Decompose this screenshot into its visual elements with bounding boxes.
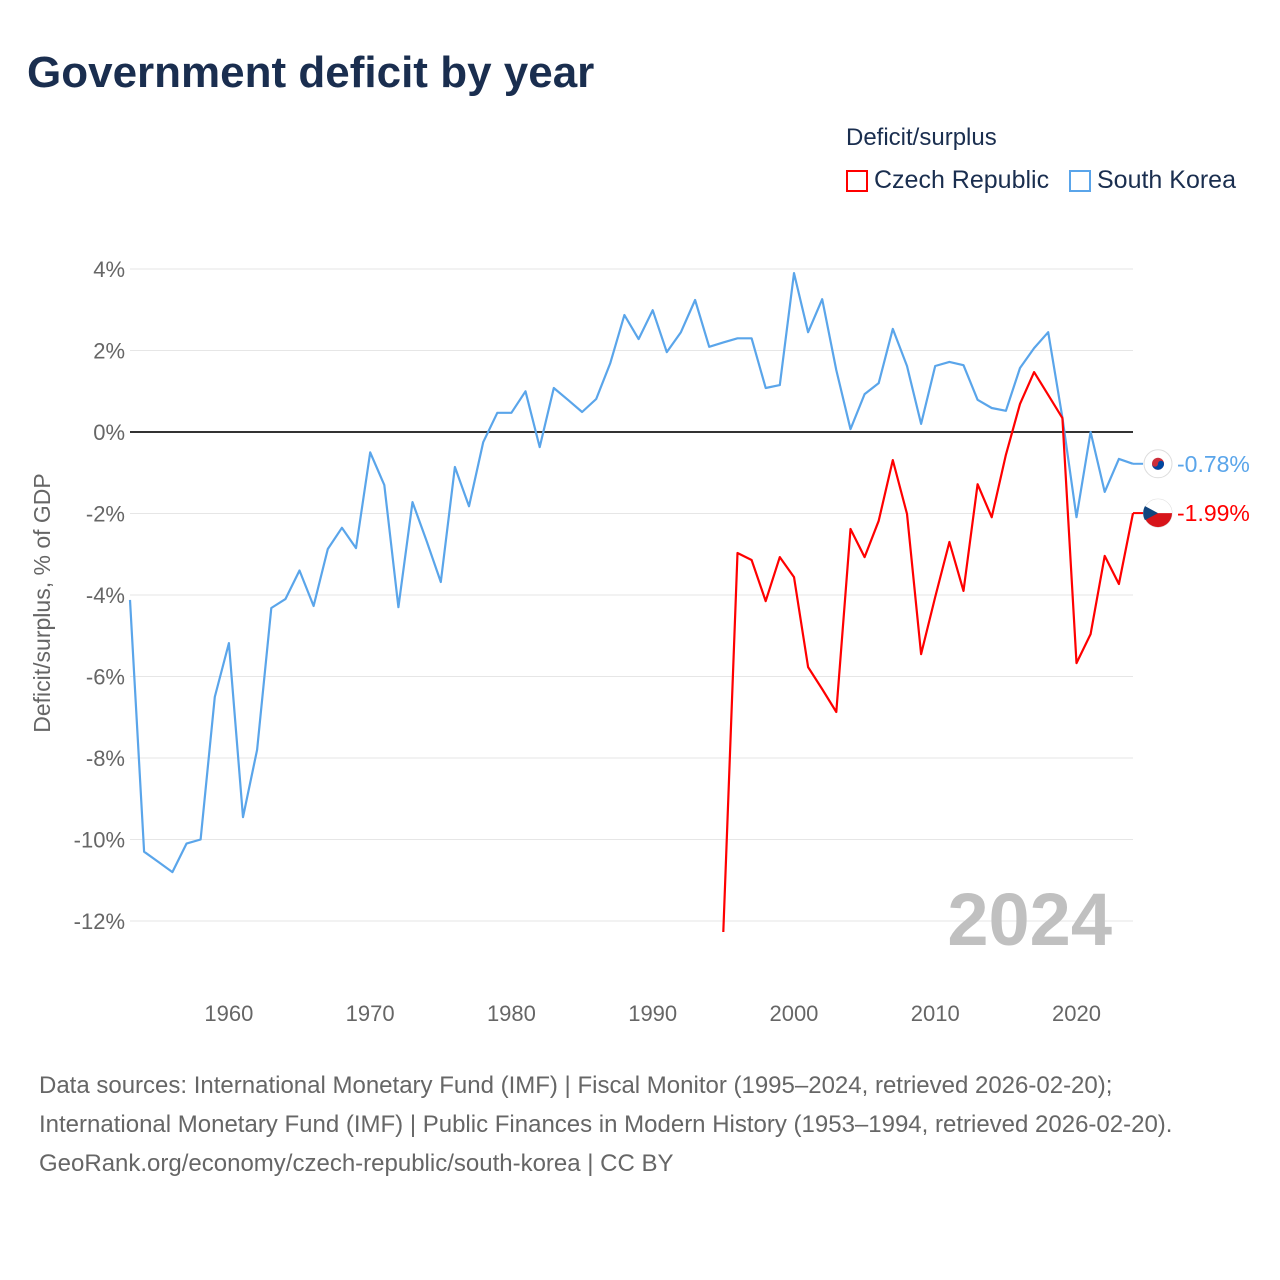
- legend-swatch: [1069, 169, 1091, 192]
- series-line-south-korea: [128, 272, 1134, 874]
- x-tick-label: 1960: [204, 1001, 253, 1026]
- x-tick-label: 2010: [911, 1001, 960, 1026]
- source-link[interactable]: GeoRank.org/economy/czech-republic/south…: [39, 1150, 674, 1177]
- y-tick-label: 2%: [93, 339, 125, 364]
- legend-item-south-korea[interactable]: South Korea: [1069, 166, 1236, 195]
- y-tick-label: -4%: [86, 583, 125, 608]
- series-line-czech-republic: [722, 371, 1135, 933]
- end-value-label: -0.78%: [1177, 451, 1250, 477]
- data-sources: Data sources: International Monetary Fun…: [39, 1072, 1173, 1138]
- plot-area: 4% 2% 0% -2% -4% -6% -8% -10% -12% 1960 1970 1980 19…: [29, 257, 1250, 1026]
- y-tick-label: -2%: [86, 502, 125, 527]
- x-tick-label: 1980: [487, 1001, 536, 1026]
- y-tick-label: -8%: [86, 746, 125, 771]
- y-tick-label: -6%: [86, 665, 125, 690]
- y-tick-label: -12%: [74, 909, 125, 934]
- y-axis-label: Deficit/surplus, % of GDP: [29, 473, 55, 732]
- legend-title: Deficit/surplus: [846, 124, 997, 151]
- year-watermark: 2024: [947, 878, 1112, 961]
- footer: Data sources: International Monetary Fun…: [39, 1066, 1239, 1183]
- x-tick-label: 2000: [769, 1001, 818, 1026]
- legend-item-czech-republic[interactable]: Czech Republic: [846, 166, 1049, 195]
- y-tick-label: 4%: [93, 257, 125, 282]
- x-tick-label: 2020: [1052, 1001, 1101, 1026]
- chart-title: Government deficit by year: [27, 48, 595, 97]
- flag-taegeuk-blue: [1152, 460, 1164, 470]
- x-tick-label: 1990: [628, 1001, 677, 1026]
- end-value-label: -1.99%: [1177, 500, 1250, 526]
- x-tick-label: 1970: [346, 1001, 395, 1026]
- legend-label: South Korea: [1097, 166, 1236, 194]
- flag-blue: [1143, 506, 1158, 521]
- legend-label: Czech Republic: [874, 166, 1050, 194]
- y-tick-label: 0%: [93, 420, 125, 445]
- y-tick-label: -10%: [74, 828, 125, 853]
- legend-swatch: [846, 169, 868, 192]
